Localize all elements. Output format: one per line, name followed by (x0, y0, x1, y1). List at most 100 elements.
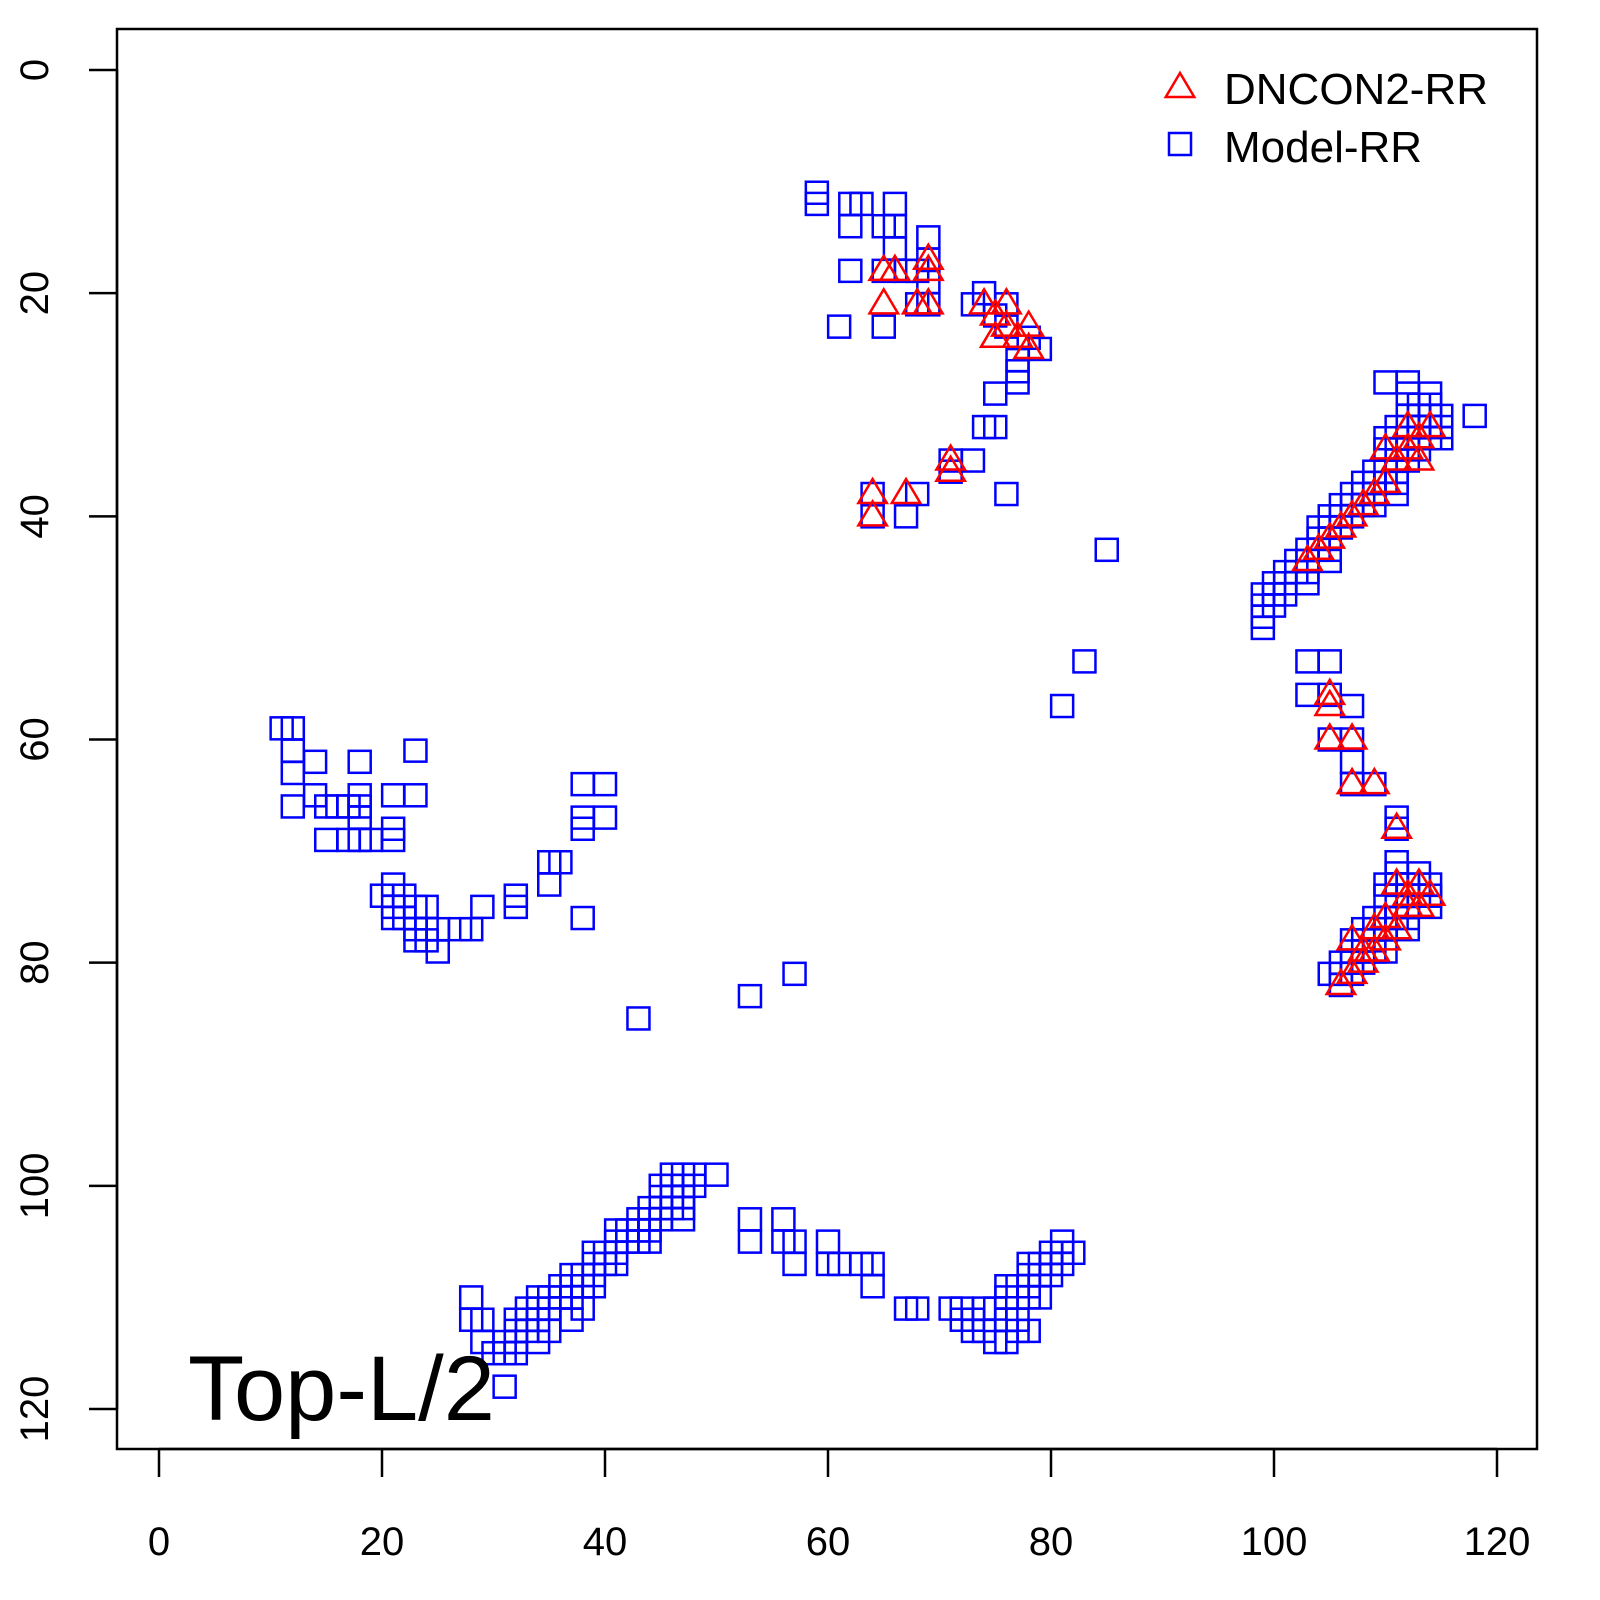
model-rr-point (704, 1162, 729, 1187)
model-rr-point (347, 805, 372, 830)
dncon2-rr-point (1402, 889, 1436, 918)
model-rr-point (302, 749, 328, 775)
series-model-rr (269, 180, 1487, 1399)
legend-triangle-icon (1163, 70, 1197, 99)
model-rr-point (983, 381, 1008, 406)
dncon2-rr-point (1357, 934, 1391, 962)
dncon2-rr-point (934, 443, 968, 471)
dncon2-rr-point (967, 286, 1001, 315)
dncon2-rr-point (1402, 443, 1436, 471)
model-rr-point (626, 1006, 651, 1031)
dncon2-rr-point (1380, 811, 1414, 840)
model-rr-point (637, 1229, 662, 1254)
model-rr-point (592, 771, 618, 797)
dncon2-rr-point (1413, 409, 1447, 438)
dncon2-rr-point (911, 242, 945, 270)
model-rr-point (1250, 615, 1276, 641)
dncon2-rr-point (978, 320, 1012, 349)
dncon2-rr-point (1357, 766, 1391, 795)
model-rr-point (1328, 972, 1354, 998)
model-rr-point (904, 1296, 930, 1321)
model-rr-point (804, 191, 830, 217)
model-rr-point (380, 816, 406, 842)
model-rr-point (1384, 816, 1409, 842)
dncon2-rr-point (1335, 956, 1369, 985)
dncon2-rr-point (1012, 331, 1046, 360)
dncon2-rr-point (1391, 431, 1425, 460)
dncon2-rr-point (867, 286, 901, 315)
model-rr-point (983, 414, 1008, 440)
dncon2-rr-point (1369, 465, 1402, 494)
model-rr-point (1339, 693, 1365, 719)
model-rr-point (403, 783, 428, 808)
dncon2-rr-point (911, 286, 945, 315)
x-axis: 0 20 40 60 80 100 120 (148, 1447, 1531, 1564)
model-rr-point (1049, 1229, 1075, 1254)
model-rr-point (492, 1374, 517, 1399)
y-tick-label: 120 (13, 1376, 57, 1443)
model-rr-point (737, 1207, 763, 1232)
dncon2-rr-point (1313, 722, 1347, 750)
dncon2-rr-point (1335, 722, 1369, 750)
x-tick-label: 80 (1029, 1520, 1074, 1564)
model-rr-point (537, 872, 562, 897)
dncon2-rr-point (1335, 922, 1369, 951)
model-rr-point (994, 1329, 1019, 1355)
model-rr-point (771, 1207, 796, 1232)
model-rr-point (425, 939, 450, 964)
model-rr-point (737, 1229, 763, 1254)
dncon2-rr-point (1380, 443, 1414, 471)
model-rr-point (826, 314, 852, 339)
x-tick-label: 20 (360, 1520, 405, 1564)
model-rr-point (280, 794, 306, 819)
model-rr-point (838, 213, 863, 239)
model-rr-point (838, 258, 863, 284)
model-rr-point (737, 983, 763, 1009)
model-rr-point (1072, 649, 1097, 674)
y-tick-label: 0 (13, 59, 57, 81)
model-rr-point (782, 1251, 807, 1277)
y-tick-label: 80 (13, 940, 57, 985)
dncon2-rr-point (889, 476, 923, 505)
y-tick-label: 60 (13, 717, 57, 762)
model-rr-point (670, 1207, 696, 1232)
dncon2-rr-point (1369, 922, 1402, 951)
dncon2-rr-point (1335, 766, 1369, 795)
model-rr-point (904, 258, 930, 284)
dncon2-rr-point (1313, 521, 1347, 549)
dncon2-rr-point (1391, 878, 1425, 906)
dncon2-rr-point (1357, 476, 1391, 505)
model-rr-point (503, 894, 529, 920)
model-rr-point (314, 827, 339, 853)
model-rr-point (1395, 916, 1421, 942)
model-rr-point (503, 1340, 529, 1366)
data-points (269, 180, 1487, 1399)
model-rr-point (280, 760, 306, 786)
model-rr-point (1016, 325, 1041, 351)
dncon2-rr-point (856, 498, 890, 527)
dncon2-rr-point (1380, 911, 1414, 940)
dncon2-rr-point (1291, 543, 1324, 572)
model-rr-point (1462, 403, 1487, 429)
x-tick-label: 0 (148, 1520, 170, 1564)
plot-frame (115, 27, 1539, 1451)
model-rr-point (882, 191, 908, 217)
series-dncon2-rr (856, 242, 1447, 996)
model-rr-point (1094, 537, 1119, 563)
dncon2-rr-point (1380, 867, 1414, 895)
legend-label: DNCON2-RR (1224, 65, 1488, 114)
dncon2-rr-point (1302, 532, 1336, 561)
model-rr-point (815, 1229, 841, 1254)
y-tick-label: 100 (13, 1152, 57, 1219)
legend: DNCON2-RR Model-RR (1163, 65, 1488, 172)
model-rr-point (380, 783, 406, 808)
model-rr-point (470, 894, 495, 920)
dncon2-rr-point (878, 253, 912, 282)
dncon2-rr-point (989, 309, 1023, 337)
x-tick-label: 120 (1464, 1520, 1531, 1564)
dncon2-rr-point (1346, 487, 1380, 516)
dncon2-rr-point (1346, 945, 1380, 973)
dncon2-rr-point (1413, 878, 1447, 906)
model-rr-point (782, 961, 807, 987)
dncon2-rr-point (1001, 320, 1034, 349)
